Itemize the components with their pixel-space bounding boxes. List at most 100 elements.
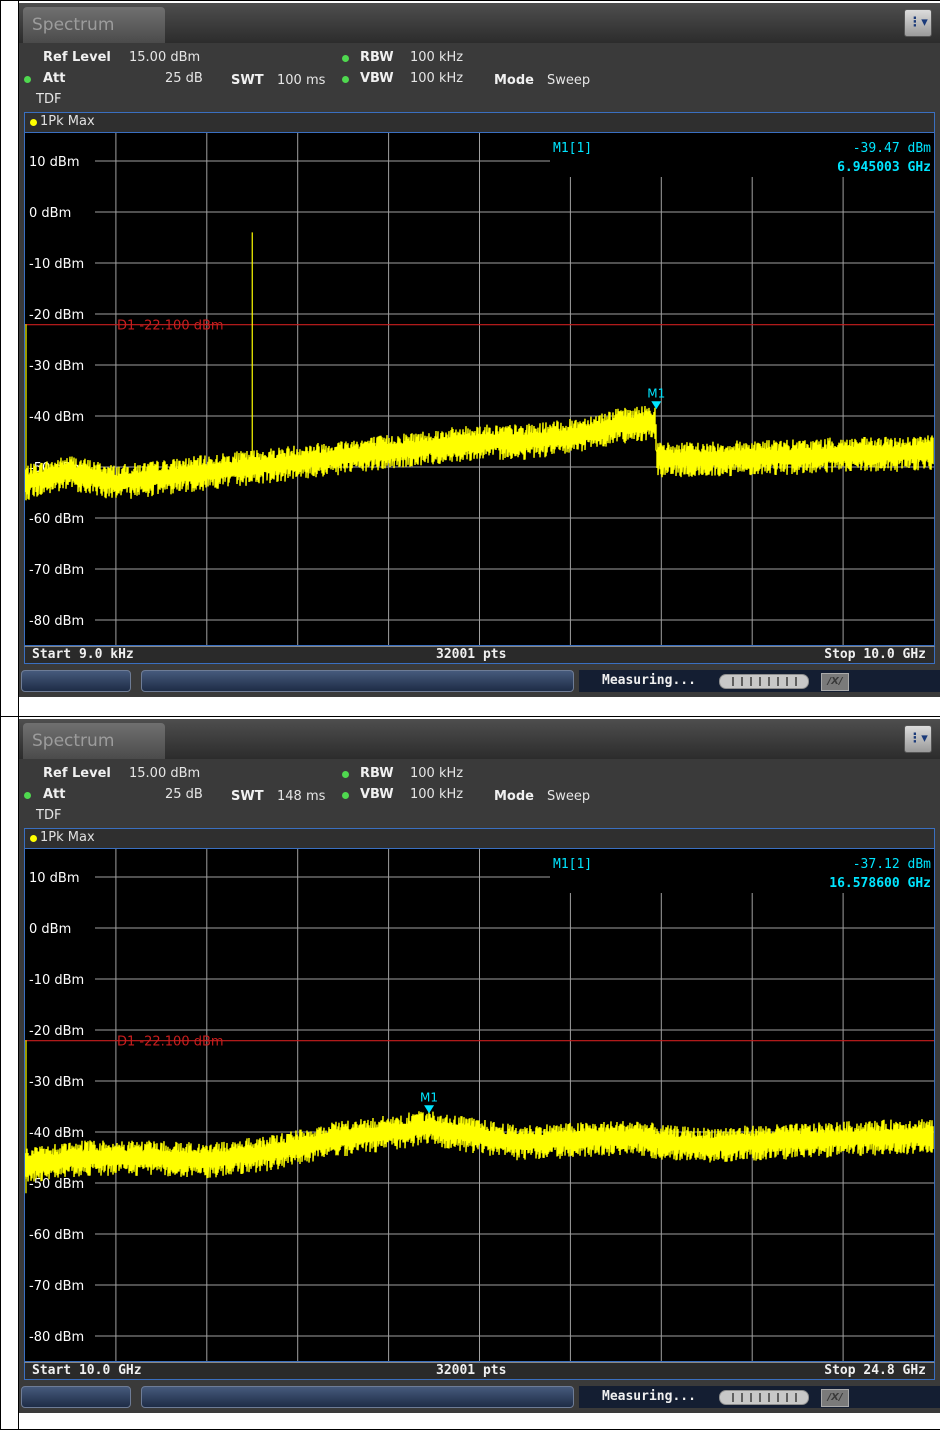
ref-level-label: Ref Level — [43, 50, 111, 65]
measuring-text: Measuring... — [602, 1389, 696, 1404]
xy-swap-icon[interactable]: /X/ — [821, 673, 849, 691]
border-left — [0, 0, 1, 1430]
att-status-dot — [24, 76, 31, 83]
mode-label: Mode — [494, 73, 534, 88]
vbw-status-dot — [342, 76, 349, 83]
marker-readout-name: M1[1] — [553, 857, 592, 872]
marker-m1-label: M1 — [420, 1090, 438, 1104]
trace-header: 1Pk Max — [24, 112, 935, 132]
marker-m1-icon[interactable] — [424, 1105, 435, 1114]
att-value: 25 dB — [165, 71, 203, 86]
rbw-status-dot — [342, 771, 349, 778]
marker-readout-freq: 6.945003 GHz — [837, 160, 931, 175]
swt-value: 100 ms — [277, 73, 326, 88]
att-label: Att — [43, 787, 66, 802]
mode-label: Mode — [494, 789, 534, 804]
spectrum-plot[interactable]: 10 dBm 0 dBm -10 dBm -20 dBm -30 dBm -40 dBm -… — [24, 132, 935, 646]
y-tick-label: -60 dBm — [29, 512, 84, 527]
marker-readout-level: -39.47 dBm — [853, 141, 931, 156]
swt-label: SWT — [231, 789, 264, 804]
sweep-points: 32001 pts — [436, 1363, 507, 1378]
tab-bar: Spectrum ⋮▾ — [19, 719, 940, 759]
status-seg-2[interactable] — [141, 670, 574, 692]
mode-value: Sweep — [547, 789, 591, 804]
att-status-dot — [24, 792, 31, 799]
y-tick-label: -30 dBm — [29, 1075, 84, 1090]
settings-panel: Ref Level 15.00 dBm Att 25 dB SWT 100 ms… — [19, 43, 940, 113]
xy-swap-icon[interactable]: /X/ — [821, 1389, 849, 1407]
vbw-label: VBW — [360, 71, 394, 86]
mode-value: Sweep — [547, 73, 591, 88]
status-bar: Measuring... /X/ — [19, 664, 940, 697]
y-tick-label: -10 dBm — [29, 257, 84, 272]
tdf-label: TDF — [36, 92, 62, 107]
y-tick-label: -80 dBm — [29, 1330, 84, 1345]
ref-level-value: 15.00 dBm — [129, 766, 201, 781]
progress-bar — [719, 674, 809, 689]
y-tick-label: 0 dBm — [29, 922, 71, 937]
spectrum-chart: 10 dBm 0 dBm -10 dBm -20 dBm -30 dBm -40 dBm -… — [25, 133, 934, 645]
y-tick-label: -30 dBm — [29, 359, 84, 374]
y-tick-label: -50 dBm — [29, 1177, 84, 1192]
y-tick-label: -70 dBm — [29, 563, 84, 578]
menu-icon[interactable]: ⋮▾ — [904, 9, 932, 37]
sweep-footer: Start 9.0 kHz 32001 pts Stop 10.0 GHz — [24, 646, 935, 664]
display-line-label: D1 -22.100 dBm — [117, 319, 224, 334]
stop-freq: Stop 10.0 GHz — [824, 647, 926, 662]
rbw-status-dot — [342, 55, 349, 62]
start-freq: Start 9.0 kHz — [32, 647, 134, 662]
trace-1-path — [25, 1110, 934, 1182]
tab-spectrum[interactable]: Spectrum — [23, 7, 165, 43]
trace-header: 1Pk Max — [24, 828, 935, 848]
trace-label: 1Pk Max — [40, 114, 95, 129]
sweep-footer: Start 10.0 GHz 32001 pts Stop 24.8 GHz — [24, 1362, 935, 1380]
trace-label: 1Pk Max — [40, 830, 95, 845]
rbw-value: 100 kHz — [410, 766, 464, 781]
marker-m1-icon[interactable] — [651, 401, 662, 410]
marker-readout-level: -37.12 dBm — [853, 857, 931, 872]
tab-bar: Spectrum ⋮▾ — [19, 3, 940, 43]
display-line-label: D1 -22.100 dBm — [117, 1035, 224, 1050]
y-tick-label: -20 dBm — [29, 1024, 84, 1039]
y-tick-label: 10 dBm — [29, 871, 80, 886]
analyzer-screen-2: Spectrum ⋮▾ Ref Level 15.00 dBm Att 25 d… — [19, 719, 940, 1413]
marker-m1-label: M1 — [647, 386, 665, 400]
settings-panel: Ref Level 15.00 dBm Att 25 dB SWT 148 ms… — [19, 759, 940, 829]
menu-icon[interactable]: ⋮▾ — [904, 725, 932, 753]
y-tick-label: -20 dBm — [29, 308, 84, 323]
marker-readout-freq: 16.578600 GHz — [829, 876, 931, 891]
y-tick-label: -10 dBm — [29, 973, 84, 988]
trace-1-path — [25, 405, 934, 501]
tab-spectrum[interactable]: Spectrum — [23, 723, 165, 759]
y-tick-label: 0 dBm — [29, 206, 71, 221]
marker-readout-name: M1[1] — [553, 141, 592, 156]
status-seg-1[interactable] — [21, 670, 131, 692]
border-divider-left — [18, 0, 19, 1430]
y-tick-label: -80 dBm — [29, 614, 84, 629]
swt-value: 148 ms — [277, 789, 326, 804]
y-tick-label: -60 dBm — [29, 1228, 84, 1243]
progress-bar — [719, 1390, 809, 1405]
y-tick-label: -70 dBm — [29, 1279, 84, 1294]
att-label: Att — [43, 71, 66, 86]
status-seg-2[interactable] — [141, 1386, 574, 1408]
analyzer-screen-1: Spectrum ⋮▾ Ref Level 15.00 dBm Att 25 d… — [19, 3, 940, 697]
y-tick-label: -40 dBm — [29, 1126, 84, 1141]
stop-freq: Stop 24.8 GHz — [824, 1363, 926, 1378]
sweep-points: 32001 pts — [436, 647, 507, 662]
rbw-value: 100 kHz — [410, 50, 464, 65]
vbw-value: 100 kHz — [410, 71, 464, 86]
trace-dot — [30, 119, 37, 126]
vbw-label: VBW — [360, 787, 394, 802]
ref-level-label: Ref Level — [43, 766, 111, 781]
start-freq: Start 10.0 GHz — [32, 1363, 142, 1378]
status-bar: Measuring... /X/ — [19, 1380, 940, 1413]
status-seg-1[interactable] — [21, 1386, 131, 1408]
att-value: 25 dB — [165, 787, 203, 802]
spectrum-plot[interactable]: 10 dBm 0 dBm -10 dBm -20 dBm -30 dBm -40 dBm -… — [24, 848, 935, 1362]
spectrum-chart: 10 dBm 0 dBm -10 dBm -20 dBm -30 dBm -40 dBm -… — [25, 849, 934, 1361]
trace-dot — [30, 835, 37, 842]
vbw-value: 100 kHz — [410, 787, 464, 802]
y-tick-label: -40 dBm — [29, 410, 84, 425]
measuring-text: Measuring... — [602, 673, 696, 688]
